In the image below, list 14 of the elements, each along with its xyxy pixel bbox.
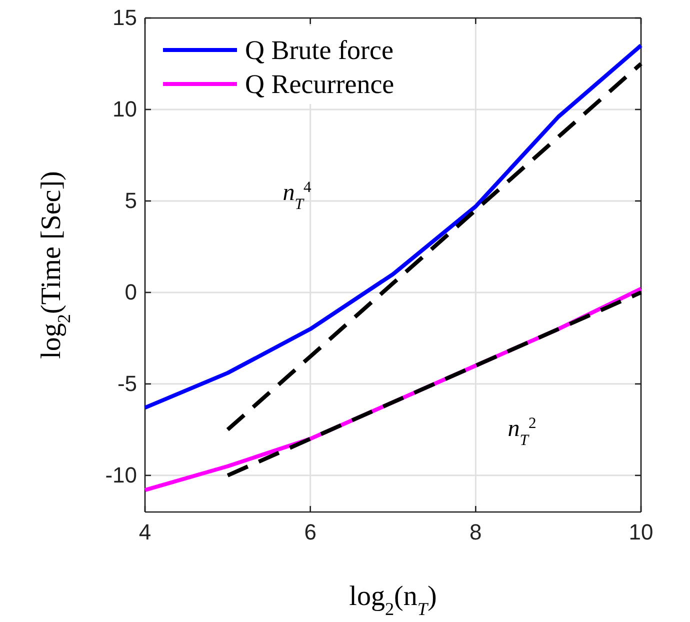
- y-tick-label: 10: [112, 96, 137, 122]
- y-tick-label: 15: [112, 5, 137, 30]
- legend-label: Q Brute force: [245, 35, 394, 65]
- y-tick-label: 5: [124, 188, 137, 214]
- x-tick-label: 6: [304, 520, 316, 545]
- x-axis-title: log$_{2}$(n$_{T}$): [349, 581, 437, 619]
- x-tick-label: 10: [628, 520, 654, 545]
- y-tick-label: 0: [124, 279, 137, 304]
- x-tick-label: 4: [138, 520, 152, 545]
- y-tick-label: -5: [117, 370, 137, 396]
- line-series: [226, 290, 643, 478]
- y-tick-label: -10: [105, 462, 137, 488]
- legend-label: Q Recurrence: [245, 69, 394, 99]
- x-tick-label: 8: [470, 520, 482, 545]
